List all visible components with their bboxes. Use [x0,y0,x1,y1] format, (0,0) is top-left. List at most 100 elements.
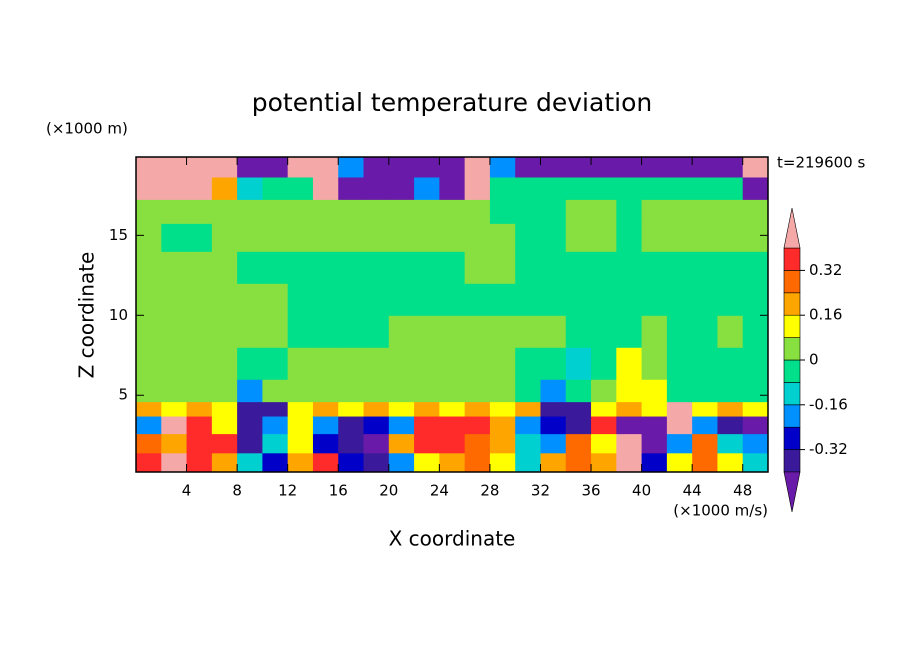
contour-cell [338,401,365,417]
contour-cell [641,223,668,252]
contour-cell [489,379,516,403]
contour-cell [338,199,365,224]
contour-cell [565,251,592,284]
contour-cell [540,452,567,473]
contour-cell [742,251,769,284]
contour-cell [666,347,693,380]
contour-cell [591,157,617,178]
contour-cell [136,251,162,284]
contour-cell [237,315,263,348]
contour-cell [338,416,365,435]
contour-cell [161,379,188,403]
contour-cell [186,379,213,403]
contour-cell [237,223,263,252]
contour-cell [262,416,289,435]
contour-cell [136,401,162,417]
contour-cell [591,347,617,380]
contour-cell [237,347,263,380]
contour-cell [237,433,263,454]
contour-cell [136,433,162,454]
colorbar-box [783,404,801,428]
contour-cell [363,315,390,348]
contour-cell [363,283,390,316]
contour-cell [540,199,567,224]
contour-cell [161,251,188,284]
contour-cell [439,223,466,252]
contour-cell [717,452,744,473]
contour-cell [489,157,516,178]
chart-title: potential temperature deviation [252,88,652,117]
contour-cell [489,347,516,380]
contour-cell [136,379,162,403]
contour-cell [211,416,238,435]
contour-cell [540,416,567,435]
contour-cell [616,176,643,200]
contour-cell [692,223,718,252]
contour-cell [692,157,718,178]
contour-cell [742,416,769,435]
contour-cell [338,223,365,252]
contour-cell [186,157,213,178]
contour-cell [136,416,162,435]
contour-cell [464,315,491,348]
contour-cell [186,433,213,454]
contour-cell [565,379,592,403]
contour-cell [717,176,744,200]
contour-cell [136,283,162,316]
contour-cell [515,347,541,380]
contour-cell [666,401,693,417]
contour-cell [616,251,643,284]
contour-cell [464,176,491,200]
contour-cell [262,433,289,454]
contour-cell [312,315,339,348]
contour-cell [439,347,466,380]
contour-cell [414,251,440,284]
contour-cell [312,452,339,473]
contour-cell [388,401,415,417]
x-tick-label: 32 [531,482,550,500]
x-unit: (×1000 m/s) [673,502,768,520]
contour-cell [717,157,744,178]
contour-cell [565,223,592,252]
contour-cell [161,176,188,200]
contour-cell [616,283,643,316]
contour-cell [439,401,466,417]
contour-cell [565,176,592,200]
x-tick-label: 40 [632,482,651,500]
contour-cell [363,433,390,454]
contour-cell [692,199,718,224]
contour-cell [515,379,541,403]
contour-cell [515,251,541,284]
contour-cell [717,401,744,417]
contour-cell [565,347,592,380]
contour-cell [287,379,314,403]
colorbar-label: -0.16 [809,395,848,413]
contour-cell [388,416,415,435]
contour-cell [136,199,162,224]
contour-cell [742,433,769,454]
contour-cell [616,379,643,403]
contour-cell [211,176,238,200]
contour-cell [287,223,314,252]
contour-cell [515,176,541,200]
contour-cell [515,283,541,316]
colorbar-box [783,270,801,294]
contour-cell [161,401,188,417]
contour-cell [262,223,289,252]
contour-cell [666,452,693,473]
contour-cell [591,251,617,284]
contour-cell [717,315,744,348]
contour-cell [237,416,263,435]
contour-cell [464,452,491,473]
contour-cell [338,379,365,403]
contour-cell [312,199,339,224]
contour-cell [136,452,162,473]
contour-cell [641,347,668,380]
contour-cell [489,283,516,316]
contour-cell [540,251,567,284]
contour-cell [742,223,769,252]
colorbar-box [783,426,801,450]
colorbar-label: -0.32 [809,440,848,458]
contour-cell [338,251,365,284]
contour-cell [717,433,744,454]
